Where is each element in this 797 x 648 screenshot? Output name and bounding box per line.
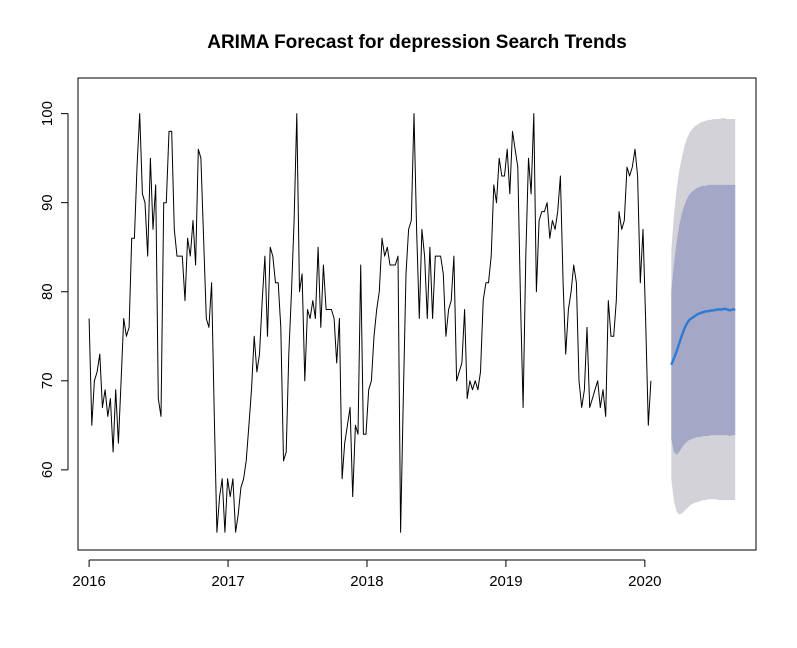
plot-frame bbox=[77, 77, 757, 551]
confidence-bands bbox=[671, 118, 736, 515]
x-axis: 2016 2017 2018 2019 2020 bbox=[72, 559, 662, 590]
y-tick-label-60: 60 bbox=[39, 461, 56, 478]
x-tick-label-2020: 2020 bbox=[628, 573, 661, 590]
forecast-series-line bbox=[670, 307, 736, 366]
x-tick-label-2016: 2016 bbox=[72, 573, 105, 590]
y-tick-label-80: 80 bbox=[39, 283, 56, 300]
x-tick-label-2019: 2019 bbox=[489, 573, 522, 590]
observed-series-line bbox=[88, 113, 652, 533]
series-lines bbox=[88, 113, 736, 533]
chart-title: ARIMA Forecast for depression Search Tre… bbox=[207, 32, 627, 53]
y-tick-label-90: 90 bbox=[39, 194, 56, 211]
y-tick-label-70: 70 bbox=[39, 372, 56, 389]
band-80 bbox=[671, 184, 736, 455]
y-axis: 60 70 80 90 100 bbox=[39, 101, 69, 478]
x-tick-label-2017: 2017 bbox=[211, 573, 244, 590]
x-tick-label-2018: 2018 bbox=[350, 573, 383, 590]
y-tick-label-100: 100 bbox=[39, 101, 56, 126]
